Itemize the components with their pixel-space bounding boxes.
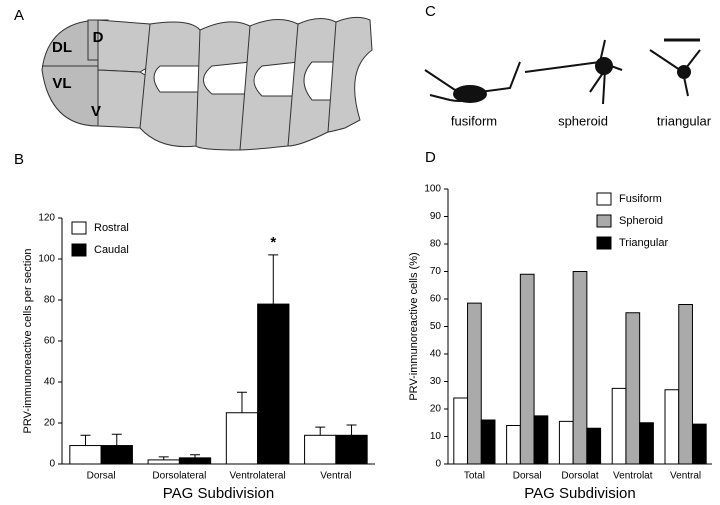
panel-a-image (41, 16, 373, 151)
legend-swatch (596, 214, 612, 228)
error-bar (268, 254, 279, 305)
y-tick-label: 70 (430, 266, 442, 277)
bar (225, 412, 259, 465)
error-bar (158, 456, 169, 460)
x-tick-label: Ventrolat (613, 471, 653, 482)
bar (625, 312, 641, 465)
legend-label: Caudal (94, 244, 129, 256)
legend-label: Spheroid (619, 215, 663, 227)
bar (453, 397, 469, 465)
legend-label: Rostral (94, 222, 129, 234)
y-tick-label: 80 (44, 295, 56, 306)
bar (572, 271, 588, 465)
y-tick-label: 50 (430, 321, 442, 332)
cell-label: spheroid (558, 113, 608, 128)
x-tick-label: Ventrolateral (230, 471, 286, 482)
error-bar (315, 426, 326, 436)
y-tick-label: 100 (38, 254, 55, 265)
y-tick-label: 90 (430, 211, 442, 222)
y-tick-label: 60 (44, 336, 56, 347)
bar (586, 427, 602, 465)
y-axis-label: PRV-immunoreactive cells per section (22, 248, 34, 433)
y-tick-label: 30 (430, 376, 442, 387)
bar (304, 434, 337, 465)
y-tick-label: 20 (44, 418, 56, 429)
error-bar (111, 433, 122, 446)
legend-label: Fusiform (619, 193, 662, 205)
legend-swatch (71, 221, 87, 235)
legend-swatch (71, 243, 87, 257)
bar (639, 422, 654, 465)
x-axis-label: PAG Subdivision (524, 485, 635, 502)
bar (664, 389, 680, 465)
error-bar (346, 424, 357, 436)
significance-marker: * (270, 234, 276, 251)
y-tick-label: 80 (430, 239, 442, 250)
bar (147, 459, 180, 465)
bar (100, 445, 133, 465)
y-tick-label: 20 (430, 404, 442, 415)
bar (611, 387, 627, 465)
x-tick-label: Dorsal (87, 471, 116, 482)
bar (467, 302, 482, 465)
legend-swatch (596, 236, 612, 250)
bar (178, 457, 212, 465)
y-tick-label: 0 (49, 459, 55, 470)
bar (678, 304, 693, 465)
panel-label: C (425, 3, 436, 20)
bar (558, 420, 574, 465)
x-tick-label: Dorsolat (561, 471, 598, 482)
y-axis-label: PRV-immunoreactive cells (%) (408, 252, 420, 400)
region-label: D (93, 29, 104, 46)
x-tick-label: Dorsal (513, 471, 542, 482)
cell-label: triangular (657, 113, 712, 128)
y-tick-label: 60 (430, 294, 442, 305)
bar (257, 303, 290, 465)
x-tick-label: Total (464, 471, 485, 482)
panel-label: A (14, 7, 24, 24)
legend-label: Triangular (619, 237, 668, 249)
region-label: VL (52, 75, 71, 92)
legend-swatch (596, 192, 612, 206)
x-axis-label: PAG Subdivision (163, 485, 274, 502)
x-tick-label: Ventral (320, 471, 351, 482)
error-bar (190, 454, 201, 458)
y-tick-label: 120 (38, 213, 55, 224)
bar (691, 423, 707, 465)
region-label: DL (52, 39, 72, 56)
y-tick-label: 100 (424, 184, 441, 195)
bar (480, 419, 496, 465)
bar (533, 415, 549, 465)
bar (335, 434, 368, 465)
panel-label: D (425, 149, 436, 166)
x-tick-label: Dorsolateral (152, 471, 206, 482)
bar (506, 425, 521, 465)
bar (69, 445, 102, 465)
error-bar (80, 434, 91, 446)
y-tick-label: 0 (435, 459, 441, 470)
y-tick-label: 40 (430, 349, 442, 360)
y-tick-label: 10 (430, 431, 442, 442)
region-label: V (91, 103, 101, 120)
panel-label: B (14, 151, 24, 168)
bar (519, 273, 535, 465)
x-tick-label: Ventral (670, 471, 701, 482)
y-tick-label: 40 (44, 377, 56, 388)
panel-c-image (424, 38, 701, 105)
error-bar (236, 391, 247, 413)
cell-label: fusiform (451, 113, 497, 128)
